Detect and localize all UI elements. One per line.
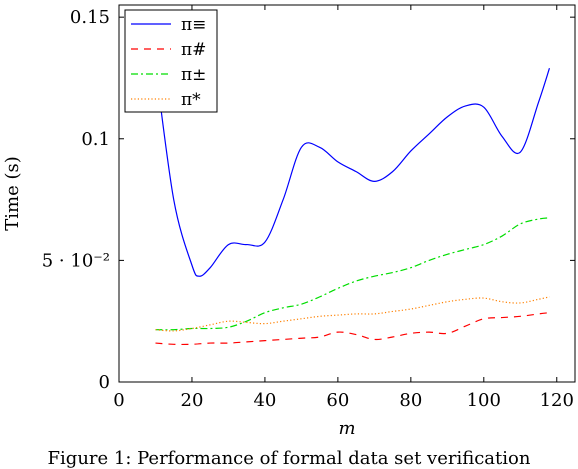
y-tick-label: 0.1 — [81, 129, 110, 150]
plot-area — [154, 65, 551, 346]
legend-entry: π± — [181, 65, 206, 85]
legend-entry: π* — [181, 90, 201, 110]
legend-entry: π≡ — [181, 15, 206, 35]
axis-ticks: 0 20 40 60 80 100 120 0 5 · 10⁻² 0.1 0.15 — [42, 5, 575, 411]
x-tick-label: 60 — [326, 390, 349, 411]
x-tick-label: 80 — [399, 390, 422, 411]
legend-box — [124, 9, 218, 113]
x-tick-label: 40 — [253, 390, 276, 411]
y-tick-label: 0.15 — [70, 7, 110, 28]
x-tick-label: 100 — [467, 390, 501, 411]
x-tick-label: 0 — [113, 390, 124, 411]
x-tick-label: 20 — [181, 390, 204, 411]
legend: π≡ π# π± π* — [124, 9, 218, 113]
x-axis-label: m — [338, 418, 355, 439]
y-tick-label: 5 · 10⁻² — [42, 250, 110, 271]
figure-caption: Figure 1: Performance of formal data set… — [47, 448, 531, 469]
series-line-3 — [155, 217, 550, 331]
y-axis-label: Time (s) — [2, 156, 23, 231]
series-line-4 — [155, 296, 550, 332]
series-line-2 — [155, 312, 550, 346]
legend-entry: π# — [181, 40, 206, 60]
x-tick-label: 120 — [540, 390, 574, 411]
axis-frame — [118, 4, 576, 383]
series-line-1 — [154, 65, 551, 277]
y-tick-label: 0 — [99, 372, 110, 393]
